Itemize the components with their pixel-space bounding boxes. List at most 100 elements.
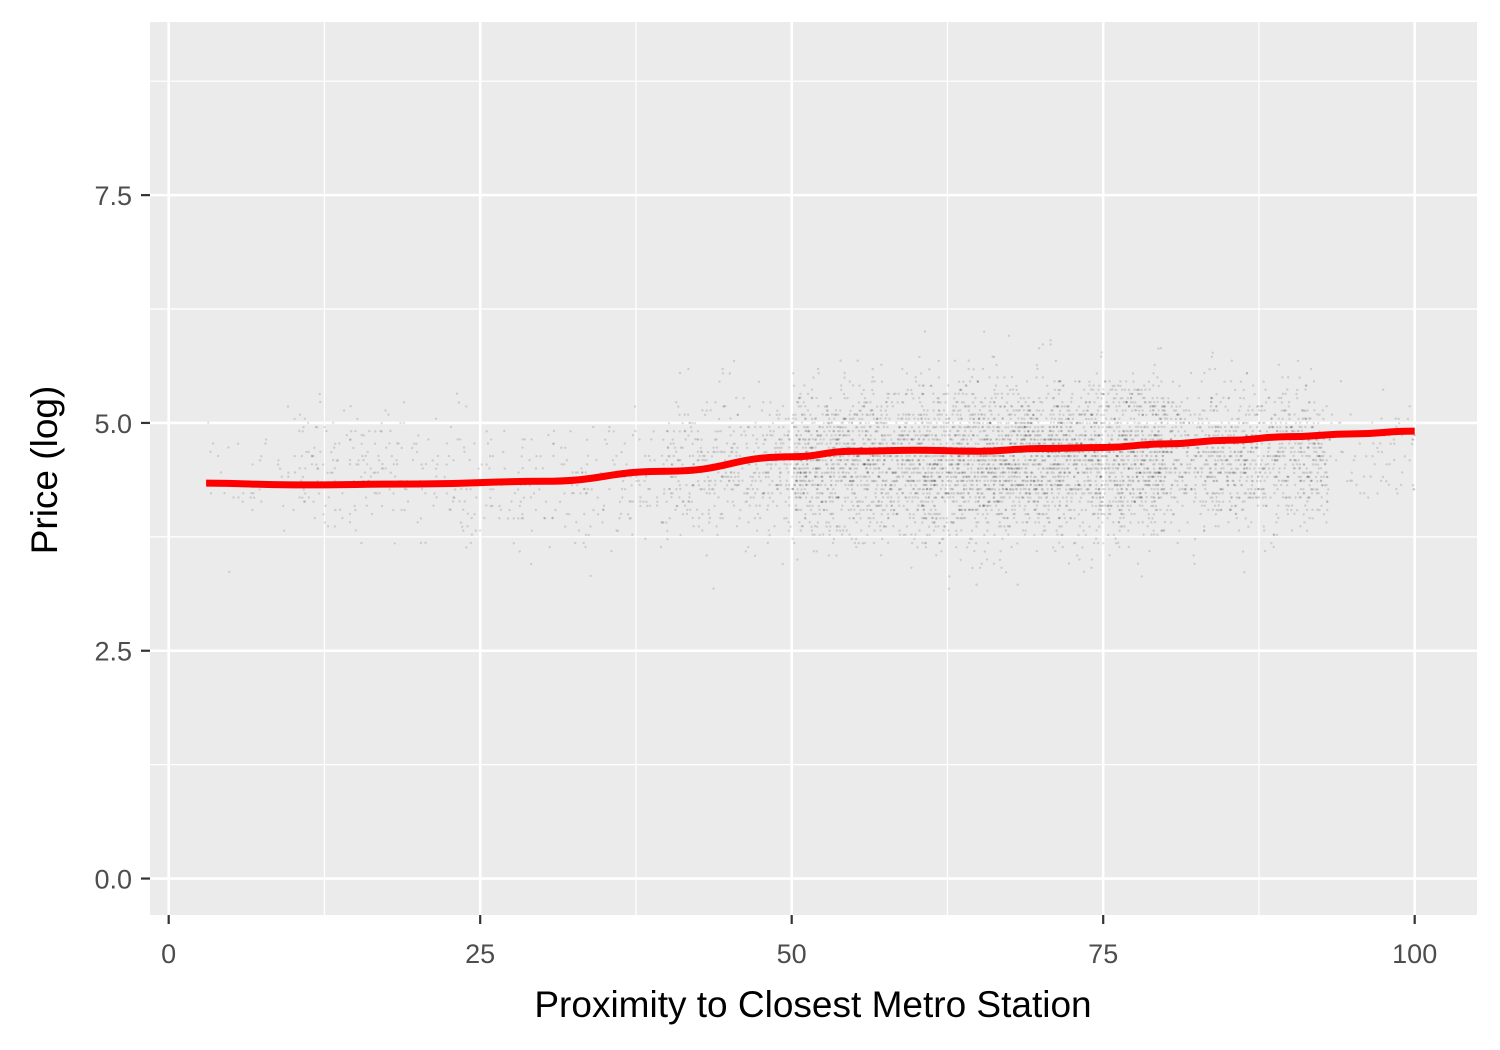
scatter-point xyxy=(1312,442,1316,445)
scatter-point xyxy=(310,463,314,466)
scatter-point xyxy=(873,467,876,470)
scatter-point xyxy=(787,417,790,420)
scatter-point xyxy=(785,463,789,466)
scatter-point xyxy=(1068,483,1071,487)
scatter-point xyxy=(1061,467,1064,470)
scatter-point xyxy=(1059,421,1062,425)
scatter-point xyxy=(892,525,895,528)
scatter-point xyxy=(841,421,845,424)
scatter-point xyxy=(666,429,669,433)
scatter-point xyxy=(842,529,845,532)
scatter-point xyxy=(453,496,456,499)
scatter-point xyxy=(941,537,944,541)
scatter-point xyxy=(880,421,883,424)
scatter-point xyxy=(1086,405,1090,408)
scatter-point xyxy=(1067,508,1071,512)
scatter-point xyxy=(1126,397,1130,400)
scatter-point xyxy=(830,467,833,470)
scatter-point xyxy=(1038,512,1041,516)
scatter-point xyxy=(1306,409,1309,412)
scatter-point xyxy=(1070,488,1073,491)
scatter-point xyxy=(799,434,802,437)
scatter-point xyxy=(821,500,824,504)
scatter-point xyxy=(980,492,983,495)
scatter-point xyxy=(824,483,827,487)
scatter-point xyxy=(885,442,888,445)
scatter-point xyxy=(835,479,838,483)
scatter-point xyxy=(1117,500,1121,503)
scatter-point xyxy=(1023,425,1026,428)
scatter-point xyxy=(1067,417,1070,421)
scatter-point xyxy=(1256,504,1260,507)
scatter-point xyxy=(696,438,700,441)
scatter-point xyxy=(534,467,538,470)
scatter-point xyxy=(1095,483,1098,487)
scatter-point xyxy=(1147,517,1151,520)
scatter-point xyxy=(948,575,951,578)
scatter-point xyxy=(784,417,787,421)
scatter-point xyxy=(852,516,855,520)
scatter-point xyxy=(841,454,845,458)
scatter-point xyxy=(1075,409,1079,412)
scatter-point xyxy=(804,405,807,408)
scatter-point xyxy=(760,409,764,412)
scatter-point xyxy=(811,459,815,462)
scatter-point xyxy=(1239,405,1242,408)
scatter-point xyxy=(868,475,871,478)
scatter-point xyxy=(862,475,865,478)
scatter-point xyxy=(669,475,673,479)
scatter-point xyxy=(323,425,326,429)
scatter-point xyxy=(901,458,904,462)
scatter-point xyxy=(1086,500,1090,503)
scatter-point xyxy=(951,512,954,516)
scatter-point xyxy=(848,380,851,383)
scatter-point xyxy=(780,483,783,487)
scatter-point xyxy=(1320,504,1323,507)
scatter-point xyxy=(845,458,849,462)
scatter-point xyxy=(1025,492,1029,495)
scatter-point xyxy=(891,471,894,474)
scatter-point xyxy=(871,388,874,392)
scatter-point xyxy=(819,467,822,470)
scatter-point xyxy=(839,409,842,412)
scatter-point xyxy=(818,458,821,462)
scatter-point xyxy=(1018,467,1021,470)
scatter-point xyxy=(768,533,771,537)
scatter-point xyxy=(825,405,829,408)
scatter-point xyxy=(982,417,985,420)
scatter-point xyxy=(673,446,677,449)
scatter-point xyxy=(798,521,801,524)
scatter-point xyxy=(968,380,972,383)
scatter-point xyxy=(799,492,802,495)
scatter-point xyxy=(970,479,973,482)
scatter-point xyxy=(1093,450,1096,454)
scatter-point xyxy=(870,500,873,504)
scatter-point xyxy=(1005,421,1008,425)
scatter-point xyxy=(1142,488,1145,491)
scatter-point xyxy=(992,475,996,479)
scatter-point xyxy=(850,537,853,541)
scatter-point xyxy=(818,442,821,445)
scatter-point xyxy=(1084,434,1087,437)
scatter-point xyxy=(628,517,631,520)
scatter-point xyxy=(892,508,895,512)
scatter-point xyxy=(1072,475,1076,479)
scatter-point xyxy=(849,508,853,511)
scatter-point xyxy=(1107,463,1111,466)
scatter-point xyxy=(914,434,917,437)
scatter-point xyxy=(720,475,723,478)
scatter-point xyxy=(1060,417,1063,421)
scatter-point xyxy=(841,475,844,479)
scatter-point xyxy=(1073,475,1076,478)
scatter-point xyxy=(1162,450,1165,453)
scatter-point xyxy=(987,500,991,503)
scatter-point xyxy=(1203,371,1206,375)
scatter-point xyxy=(1021,496,1024,499)
scatter-point xyxy=(937,417,941,421)
scatter-point xyxy=(394,475,397,478)
scatter-point xyxy=(1157,496,1161,499)
scatter-point xyxy=(1234,459,1237,462)
scatter-point xyxy=(698,516,701,520)
scatter-point xyxy=(838,525,841,528)
